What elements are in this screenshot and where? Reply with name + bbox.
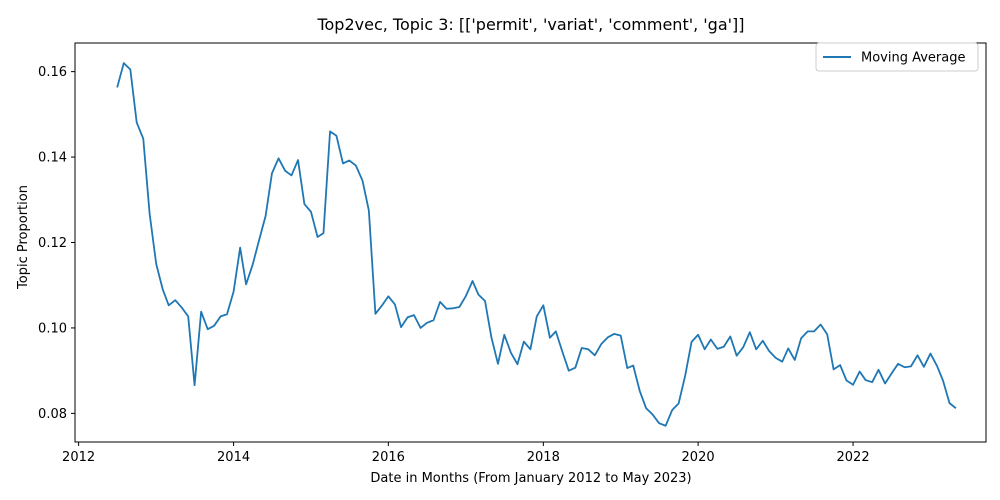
y-tick-label: 0.14: [38, 151, 67, 166]
legend-label: Moving Average: [861, 51, 965, 66]
axis-ticks: 2012 2014 2016 2018 2020 2022 0.08 0.10 0.12 0.14…: [38, 65, 870, 465]
y-tick-label: 0.12: [38, 236, 67, 251]
x-tick-label: 2022: [837, 450, 870, 465]
legend: Moving Average: [815, 42, 979, 72]
y-tick-label: 0.16: [38, 65, 67, 80]
chart-title: Top2vec, Topic 3: [['permit', 'variat', …: [316, 15, 744, 34]
x-axis-title: Date in Months (From January 2012 to May…: [370, 471, 691, 486]
x-tick-label: 2014: [217, 450, 250, 465]
x-tick-label: 2018: [527, 450, 560, 465]
x-tick-label: 2012: [62, 450, 95, 465]
legend-box: [815, 42, 979, 72]
y-axis-title: Topic Proportion: [16, 185, 31, 290]
y-tick-label: 0.08: [38, 407, 67, 422]
x-tick-label: 2020: [682, 450, 715, 465]
y-tick-label: 0.10: [38, 321, 67, 336]
series-line-moving-average: [116, 62, 957, 427]
x-tick-label: 2016: [372, 450, 405, 465]
